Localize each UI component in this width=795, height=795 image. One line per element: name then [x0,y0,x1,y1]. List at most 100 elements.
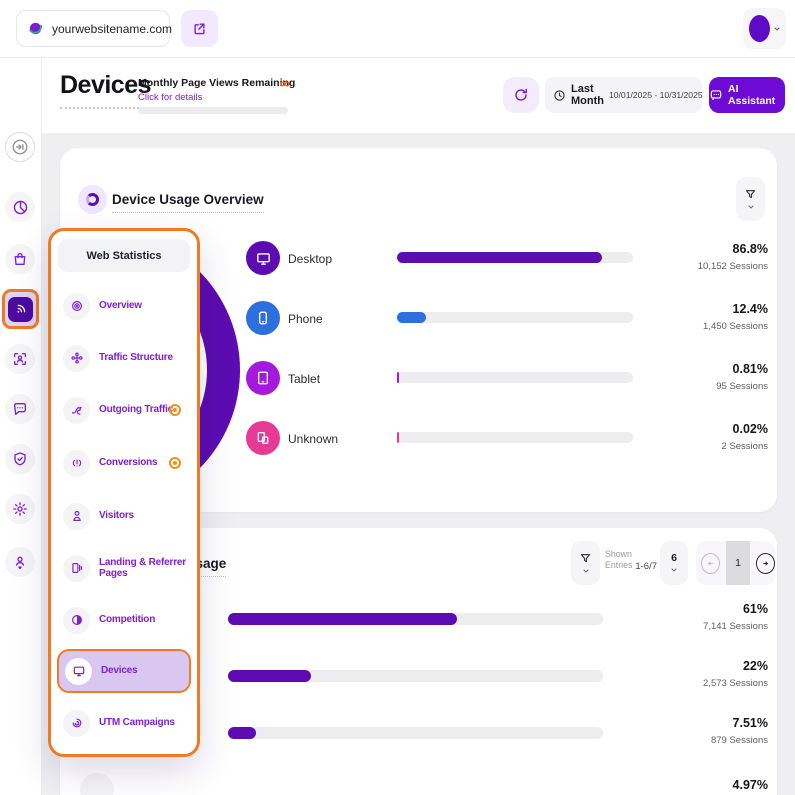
avatar [748,15,770,42]
unknown-device-icon [246,421,280,455]
user-menu[interactable] [743,8,786,49]
date-range-value: 10/01/2025 - 10/31/2025 [608,90,703,100]
topbar: yourwebsitename.com [0,0,795,58]
utm-campaigns-icon [63,709,90,737]
usage-percent: 61% [742,602,768,616]
tablet-icon [246,361,280,395]
landing-pages-icon [63,554,90,582]
traffic-structure-icon [63,344,90,372]
shown-entries-label: Shown Entries [605,549,633,570]
rail-item-store[interactable] [5,244,35,274]
device-bar [397,432,633,443]
icon-rail [0,57,42,795]
phone-icon [246,301,280,335]
location-person-icon [12,554,28,570]
chevron-down-icon [773,25,781,33]
website-selector[interactable]: yourwebsitename.com [16,10,189,47]
infinity-icon: ∞ [280,75,290,91]
menu-item-competition[interactable]: Competition [57,598,191,642]
device-percent: 12.4% [732,302,768,316]
shield-check-icon [12,451,28,467]
external-link-icon [192,21,207,36]
date-preset: Last Month [571,83,604,107]
device-bar [397,252,633,263]
visitors-icon [63,502,90,530]
rail-item-web-statistics-selected[interactable] [2,289,39,329]
collapse-sidebar-icon[interactable] [5,132,35,162]
device-percent: 0.02% [732,422,768,436]
usage-bar [228,613,603,625]
notification-badge-icon [169,404,181,416]
refresh-button[interactable] [503,77,539,113]
settings-gear-icon [12,501,28,517]
shopping-bag-icon [12,251,28,267]
usage-sessions: 879 Sessions [710,735,768,746]
conversions-icon [63,449,90,477]
page-size-selector[interactable]: 6 [660,541,688,585]
date-range-selector[interactable]: Last Month 10/01/2025 - 10/31/2025 [545,77,715,113]
pageviews-label: Monthly Page Views Remaining [138,77,296,89]
device-percent: 86.8% [732,242,768,256]
device-sessions: 10,152 Sessions [697,261,768,272]
devices-monitor-icon [65,657,92,685]
usage-percent: 4.97% [732,778,768,792]
device-sessions: 2 Sessions [721,441,768,452]
bullseye-icon [63,292,90,320]
clock-icon [553,89,566,102]
rail-item-analytics[interactable] [5,192,35,222]
outgoing-traffic-icon [63,396,90,424]
menu-item-utm-campaigns[interactable]: UTM Campaigns [57,701,191,745]
chevron-down-icon [582,567,590,575]
rail-item-locations[interactable] [5,547,35,577]
menu-item-conversions[interactable]: Conversions [57,441,191,485]
usage-bar [228,727,603,739]
device-bar [397,372,633,383]
web-statistics-icon [8,296,33,322]
menu-item-overview[interactable]: Overview [57,284,191,328]
menu-item-traffic-structure[interactable]: Traffic Structure [57,336,191,380]
ai-assistant-button[interactable]: AI Assistant [709,77,785,113]
filter-button[interactable] [571,541,600,585]
device-sessions: 1,450 Sessions [703,321,768,332]
device-row-label: Desktop [288,252,333,266]
usage-percent: 22% [742,659,768,673]
web-statistics-menu: Web Statistics Overview Traffic Structur… [48,228,200,757]
device-percent: 0.81% [732,362,768,376]
rail-item-settings[interactable] [5,494,35,524]
menu-item-outgoing-traffic[interactable]: Outgoing Traffic [57,388,191,432]
chevron-down-icon [670,566,678,574]
next-page-icon[interactable] [755,552,775,574]
menu-item-landing-referrer-pages[interactable]: Landing & Referrer Pages [57,546,191,590]
rail-item-audience[interactable] [5,344,35,374]
chevron-down-icon [747,203,755,211]
usage-bar [228,670,603,682]
pie-chart-icon [12,199,29,216]
chat-icon [12,401,28,417]
competition-icon [63,606,90,634]
usage-percent: 7.51% [732,716,768,730]
menu-item-visitors[interactable]: Visitors [57,494,191,538]
rail-item-messages[interactable] [5,394,35,424]
page-title: Devices [60,71,152,109]
device-bar [397,312,633,323]
menu-item-devices[interactable]: Devices [57,649,191,693]
pageviews-details-link[interactable]: Click for details [138,92,203,103]
rail-item-security[interactable] [5,444,35,474]
device-row-label: Unknown [288,432,339,446]
notification-badge-icon [169,457,181,469]
current-page[interactable]: 1 [726,541,750,585]
menu-header: Web Statistics [58,239,190,272]
device-sessions: 95 Sessions [716,381,768,392]
page-size-value: 6 [671,552,677,564]
filter-icon [744,188,757,201]
shown-entries-value: 1-6/7 [635,561,657,572]
filter-button[interactable] [736,177,765,221]
pagination: 1 [696,541,775,585]
device-usage-icon [78,185,107,214]
website-globe-icon [27,20,44,37]
audience-scan-icon [12,351,28,367]
website-name: yourwebsitename.com [52,21,173,36]
open-website-button[interactable] [181,10,218,47]
device-row-label: Phone [288,312,323,326]
prev-page-icon[interactable] [701,552,721,574]
